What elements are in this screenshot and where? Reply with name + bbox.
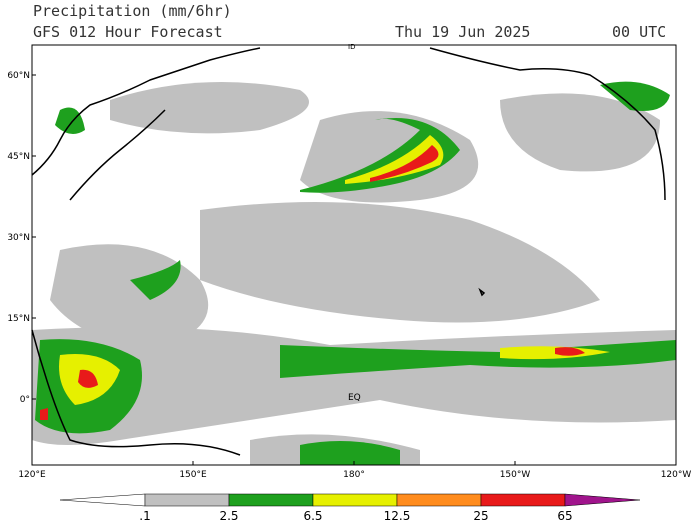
colorbar-label: 6.5 (303, 509, 322, 523)
colorbar-label: 12.5 (384, 509, 411, 523)
colorbar-high (564, 493, 641, 507)
lon-label: 150°W (500, 470, 531, 480)
lat-label: 45°N (7, 152, 30, 162)
colorbar-label: 25 (473, 509, 488, 523)
colorbar-segment (312, 493, 398, 507)
colorbar-segment (228, 493, 314, 507)
lat-label: 15°N (7, 314, 30, 324)
coastlines (31, 47, 666, 456)
colorbar: .1 2.5 6.5 12.5 25 65 (59, 493, 641, 523)
colorbar-label: .1 (139, 509, 150, 523)
colorbar-label: 2.5 (219, 509, 238, 523)
title: Precipitation (mm/6hr) (33, 2, 232, 20)
model-label: GFS 012 Hour Forecast (33, 23, 223, 41)
time-label: 00 UTC (612, 23, 666, 41)
intense-precip (40, 145, 585, 420)
colorbar-segment (396, 493, 482, 507)
colorbar-segment (480, 493, 566, 507)
lon-label: 120°W (661, 470, 692, 480)
lat-label: 60°N (7, 71, 30, 81)
colorbar-label: 65 (557, 509, 572, 523)
lon-label: 120°E (18, 470, 46, 480)
date-label: Thu 19 Jun 2025 (395, 23, 530, 41)
light-precip (32, 82, 676, 465)
colorbar-segment (144, 493, 230, 507)
lat-label: 30°N (7, 233, 30, 243)
colorbar-low (59, 493, 146, 507)
lat-label: 0° (20, 395, 30, 405)
equator-label: EQ (348, 393, 361, 403)
marker-label: ID (348, 43, 355, 51)
axis-labels: 60°N 45°N 30°N 15°N 0° 120°E 150°E 180° 150°W 120… (7, 71, 691, 480)
lon-label: 180° (343, 470, 365, 480)
map-field (31, 44, 677, 466)
lon-label: 150°E (179, 470, 207, 480)
